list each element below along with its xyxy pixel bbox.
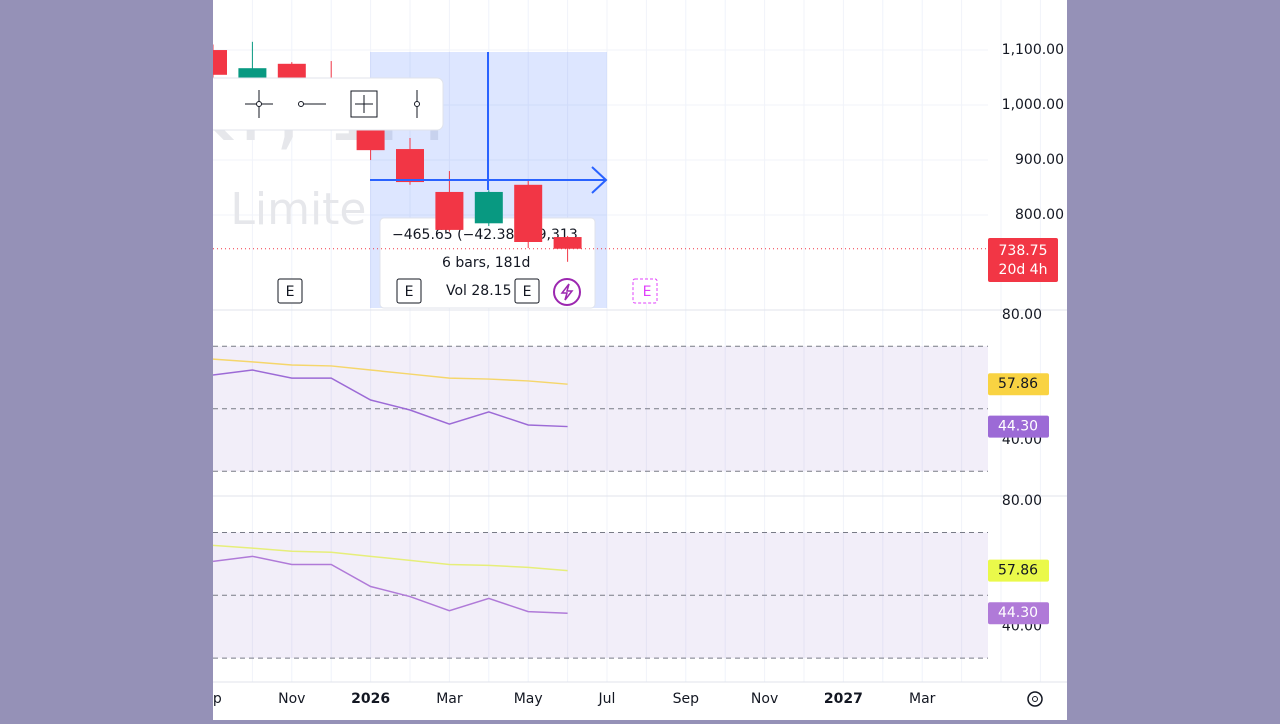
candle-body xyxy=(553,237,582,249)
measure-change: −465.65 (−42.38%) 9,313 xyxy=(392,227,578,243)
candle-body xyxy=(474,191,503,224)
time-tick-label: Mar xyxy=(909,691,936,707)
ma-line xyxy=(213,544,568,572)
candle-body xyxy=(238,68,267,79)
candle-body xyxy=(514,184,543,242)
time-tick-label: Nov xyxy=(751,691,778,707)
rsi-label: 44.30 xyxy=(998,419,1038,435)
time-tick-label: 2026 xyxy=(351,691,390,707)
rsi-line xyxy=(213,555,568,614)
candle-body xyxy=(213,50,227,75)
measure-arrow xyxy=(591,166,608,194)
dividend-marker[interactable] xyxy=(553,278,581,306)
price-tick-label: 800.00 xyxy=(1015,207,1064,223)
event-marker[interactable] xyxy=(396,278,422,304)
tool-measure[interactable] xyxy=(350,90,378,118)
time-tick-label: Jul xyxy=(598,691,616,707)
watermark: ia) Limite xyxy=(160,184,367,235)
rsi-label-box xyxy=(988,602,1049,625)
ma-label: 57.86 xyxy=(998,563,1038,579)
event-label: E xyxy=(643,284,652,300)
last-price-box xyxy=(988,238,1058,282)
rsi-tick-label: 80.00 xyxy=(1002,493,1042,509)
time-tick-label: 2027 xyxy=(824,691,863,707)
rsi-line xyxy=(213,369,568,428)
last-price-label: 738.75 xyxy=(999,243,1048,259)
event-label: E xyxy=(286,284,295,300)
candle-body xyxy=(277,63,306,79)
time-tick-label: Sep xyxy=(673,691,700,707)
rsi-label-box xyxy=(988,415,1049,438)
price-tick-label: 1,100.00 xyxy=(1002,42,1064,58)
candle-body xyxy=(435,191,464,230)
lightning xyxy=(560,283,574,301)
tool-dot[interactable] xyxy=(256,101,262,107)
ma-label-box xyxy=(988,559,1049,582)
event-label: E xyxy=(523,284,532,300)
price-tick-label: 1,000.00 xyxy=(1002,97,1064,113)
settings-hub[interactable] xyxy=(1032,696,1038,702)
rsi-tick-label: 80.00 xyxy=(1002,307,1042,323)
time-tick-label: ep xyxy=(204,691,222,707)
time-tick-label: Nov xyxy=(278,691,305,707)
ma-label-box xyxy=(988,373,1049,396)
candle-body xyxy=(396,149,424,183)
time-tick-label: Mar xyxy=(436,691,463,707)
ma-label: 57.86 xyxy=(998,376,1038,392)
time-tick-label: May xyxy=(514,691,543,707)
tool-measure-arrows[interactable] xyxy=(355,95,373,113)
measure-span: 6 bars, 181d xyxy=(442,255,530,271)
event-marker[interactable] xyxy=(514,278,540,304)
measure-volume: Vol 28.15 xyxy=(446,283,511,299)
event-marker[interactable] xyxy=(632,278,658,304)
settings-button[interactable] xyxy=(1027,691,1043,707)
event-marker[interactable] xyxy=(277,278,303,304)
drawing-toolbar xyxy=(213,77,444,131)
ma-line xyxy=(213,358,568,385)
event-label: E xyxy=(405,284,414,300)
rsi-label: 44.30 xyxy=(998,605,1038,621)
tool-dot[interactable] xyxy=(298,101,304,107)
countdown: 20d 4h xyxy=(999,262,1048,278)
tool-dot[interactable] xyxy=(414,101,420,107)
price-tick-label: 900.00 xyxy=(1015,152,1064,168)
